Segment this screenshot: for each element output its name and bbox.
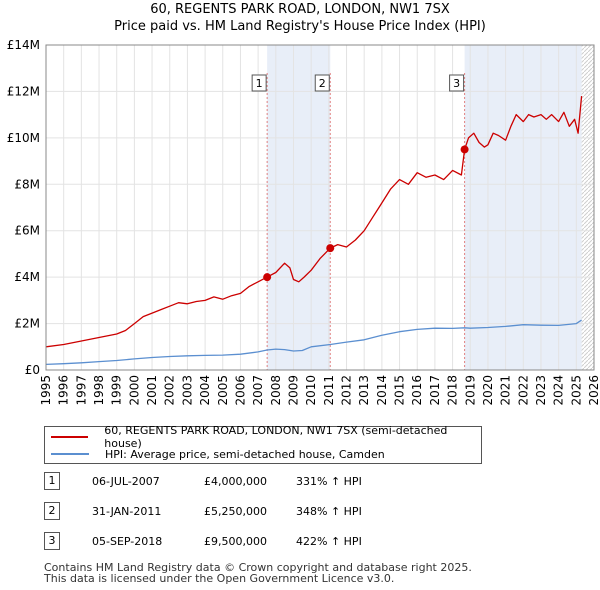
sale-hpi-change: 331% ↑ HPI — [296, 475, 362, 488]
x-tick-label: 2004 — [198, 375, 212, 406]
x-tick-label: 2018 — [446, 375, 460, 406]
sale-hpi-change: 348% ↑ HPI — [296, 505, 362, 518]
x-tick-label: 1998 — [92, 375, 106, 406]
x-tick-label: 2001 — [145, 375, 159, 406]
x-tick-label: 2009 — [286, 375, 300, 406]
forecast-hatch — [581, 45, 594, 370]
x-tick-label: 2011 — [322, 375, 336, 406]
sale-price: £5,250,000 — [204, 505, 267, 518]
x-tick-label: 1996 — [57, 375, 71, 406]
sale-label-box — [449, 74, 465, 92]
y-tick-label: £8M — [14, 177, 40, 191]
sale-price: £4,000,000 — [204, 475, 267, 488]
sale-point — [326, 244, 335, 253]
x-tick-label: 1999 — [110, 375, 124, 406]
x-tick-label: 2016 — [410, 375, 424, 406]
x-tick-label: 2020 — [481, 375, 495, 406]
footer-licence: This data is licensed under the Open Gov… — [44, 572, 395, 585]
x-tick-label: 2025 — [569, 375, 583, 406]
x-tick-label: 2003 — [180, 375, 194, 406]
x-tick-label: 2010 — [304, 375, 318, 406]
sale-date: 06-JUL-2007 — [92, 475, 160, 488]
sale-number-badge: 3 — [44, 532, 60, 550]
footer: Contains HM Land Registry data © Crown c… — [44, 562, 472, 584]
chart-title: 60, REGENTS PARK ROAD, LONDON, NW1 7SX — [150, 2, 450, 17]
x-tick-label: 2012 — [340, 375, 354, 406]
hpi-line-swatch — [51, 453, 89, 455]
sale-label-text: 3 — [453, 77, 460, 90]
sale-label-text: 1 — [256, 77, 263, 90]
sale-row: 1 06-JUL-2007 £4,000,000 331% ↑ HPI — [0, 472, 600, 492]
x-tick-label: 2015 — [393, 375, 407, 406]
sale-date: 31-JAN-2011 — [92, 505, 162, 518]
price-line-swatch — [51, 436, 89, 438]
x-tick-label: 1995 — [39, 375, 53, 406]
price-paid-line — [45, 96, 583, 348]
sale-label-box — [251, 74, 267, 92]
hpi-line — [45, 319, 582, 366]
legend-hpi-label: HPI: Average price, semi-detached house,… — [105, 447, 385, 461]
legend-item-price: 60, REGENTS PARK ROAD, LONDON, NW1 7SX (… — [51, 424, 481, 450]
sale-row: 3 05-SEP-2018 £9,500,000 422% ↑ HPI — [0, 532, 600, 552]
x-tick-label: 2013 — [357, 375, 371, 406]
y-tick-label: £6M — [14, 224, 40, 238]
sale-point — [460, 145, 469, 154]
sale-date: 05-SEP-2018 — [92, 535, 163, 548]
x-tick-label: 2019 — [463, 375, 477, 406]
x-tick-label: 2002 — [163, 375, 177, 406]
x-tick-label: 2014 — [375, 375, 389, 406]
legend-item-hpi: HPI: Average price, semi-detached house,… — [51, 446, 385, 462]
sale-period-shading — [267, 45, 331, 370]
x-tick-label: 2017 — [428, 375, 442, 406]
sale-price: £9,500,000 — [204, 535, 267, 548]
x-tick-label: 2022 — [516, 375, 530, 406]
x-tick-label: 2006 — [233, 375, 247, 406]
sale-hpi-change: 422% ↑ HPI — [296, 535, 362, 548]
sale-row: 2 31-JAN-2011 £5,250,000 348% ↑ HPI — [0, 502, 600, 522]
x-tick-label: 2026 — [587, 375, 600, 406]
x-tick-label: 2024 — [552, 375, 566, 406]
y-tick-label: £0 — [25, 363, 40, 377]
y-tick-label: £10M — [7, 131, 40, 145]
plot-frame — [45, 44, 595, 371]
chart-subtitle: Price paid vs. HM Land Registry's House … — [114, 19, 486, 34]
y-tick-label: £12M — [7, 84, 40, 98]
x-tick-label: 1997 — [74, 375, 88, 406]
x-tick-label: 2023 — [534, 375, 548, 406]
legend: 60, REGENTS PARK ROAD, LONDON, NW1 7SX (… — [44, 424, 482, 464]
y-tick-label: £4M — [14, 270, 40, 284]
sale-label-text: 2 — [319, 77, 326, 90]
sale-number-badge: 1 — [44, 472, 60, 490]
x-tick-label: 2008 — [269, 375, 283, 406]
x-tick-label: 2007 — [251, 375, 265, 406]
x-tick-label: 2021 — [499, 375, 513, 406]
x-tick-label: 2000 — [127, 375, 141, 406]
x-tick-label: 2005 — [216, 375, 230, 406]
sale-number-badge: 2 — [44, 502, 60, 520]
y-tick-label: £14M — [7, 38, 40, 52]
sale-point — [263, 273, 272, 282]
footer-copyright: Contains HM Land Registry data © Crown c… — [44, 561, 472, 574]
legend-price-label: 60, REGENTS PARK ROAD, LONDON, NW1 7SX (… — [104, 424, 448, 450]
sale-label-box — [314, 74, 330, 92]
y-tick-label: £2M — [14, 317, 40, 331]
